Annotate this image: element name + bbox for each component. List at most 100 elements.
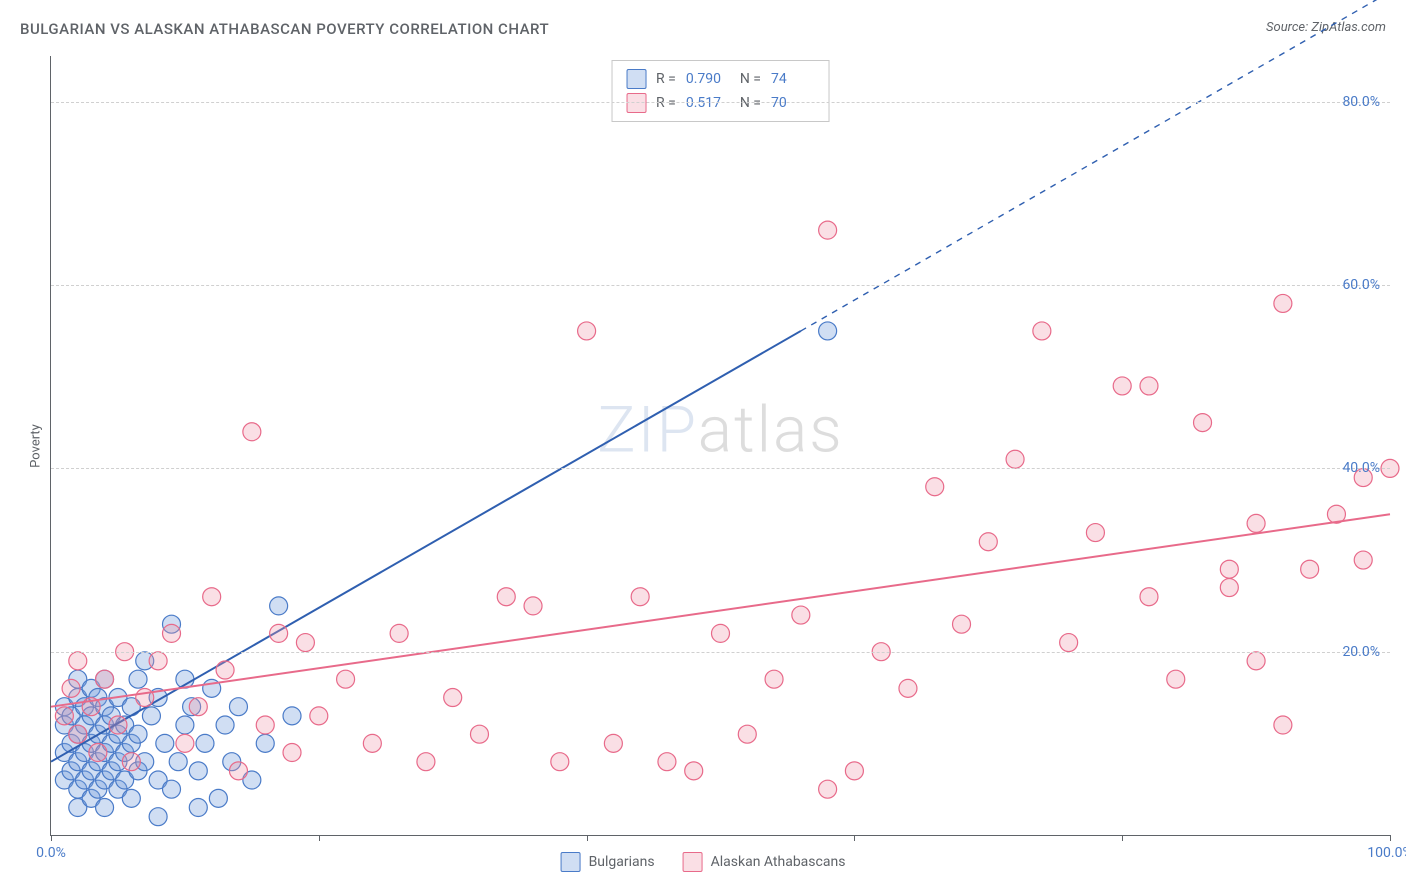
plot-svg <box>51 56 1390 835</box>
data-point <box>953 615 971 633</box>
data-point <box>136 689 154 707</box>
trend-line <box>51 514 1390 706</box>
x-tick <box>51 835 52 841</box>
data-point <box>189 698 207 716</box>
legend-swatch <box>683 852 703 872</box>
data-point <box>1060 634 1078 652</box>
data-point <box>189 799 207 817</box>
x-tick-label: 100.0% <box>1367 845 1406 861</box>
data-point <box>363 734 381 752</box>
data-point <box>470 725 488 743</box>
legend-label: Alaskan Athabascans <box>711 854 846 870</box>
y-tick-label: 40.0% <box>1342 460 1380 476</box>
data-point <box>256 716 274 734</box>
data-point <box>551 753 569 771</box>
data-point <box>658 753 676 771</box>
data-point <box>1220 579 1238 597</box>
data-point <box>196 734 214 752</box>
data-point <box>69 725 87 743</box>
legend-label: Bulgarians <box>589 854 655 870</box>
gridline <box>51 468 1390 469</box>
data-point <box>169 753 187 771</box>
data-point <box>1033 322 1051 340</box>
data-point <box>979 533 997 551</box>
y-tick-label: 80.0% <box>1342 94 1380 110</box>
data-point <box>1354 551 1372 569</box>
data-point <box>712 624 730 642</box>
data-point <box>122 789 140 807</box>
data-point <box>283 707 301 725</box>
data-point <box>1167 670 1185 688</box>
y-axis-label: Poverty <box>28 424 43 468</box>
data-point <box>89 744 107 762</box>
data-point <box>1194 414 1212 432</box>
data-point <box>1247 514 1265 532</box>
data-point <box>1140 588 1158 606</box>
data-point <box>819 322 837 340</box>
data-point <box>738 725 756 743</box>
data-point <box>765 670 783 688</box>
data-point <box>337 670 355 688</box>
y-tick-label: 60.0% <box>1342 277 1380 293</box>
data-point <box>203 588 221 606</box>
data-point <box>176 716 194 734</box>
data-point <box>270 597 288 615</box>
data-point <box>243 423 261 441</box>
data-point <box>96 670 114 688</box>
data-point <box>1301 560 1319 578</box>
data-point <box>1140 377 1158 395</box>
x-tick-label: 0.0% <box>36 845 66 861</box>
source-attribution: Source: ZipAtlas.com <box>1266 20 1386 35</box>
data-point <box>1113 377 1131 395</box>
data-point <box>176 734 194 752</box>
data-point <box>792 606 810 624</box>
data-point <box>631 588 649 606</box>
data-point <box>1006 450 1024 468</box>
data-point <box>819 780 837 798</box>
data-point <box>55 707 73 725</box>
data-point <box>578 322 596 340</box>
data-point <box>229 698 247 716</box>
data-point <box>444 689 462 707</box>
data-point <box>156 734 174 752</box>
legend-swatch <box>561 852 581 872</box>
data-point <box>1274 716 1292 734</box>
data-point <box>142 707 160 725</box>
x-tick <box>319 835 320 841</box>
data-point <box>270 624 288 642</box>
data-point <box>69 652 87 670</box>
data-point <box>149 652 167 670</box>
data-point <box>122 753 140 771</box>
data-point <box>283 744 301 762</box>
legend-item: Alaskan Athabascans <box>683 852 846 872</box>
gridline <box>51 285 1390 286</box>
data-point <box>149 808 167 826</box>
data-point <box>524 597 542 615</box>
data-point <box>417 753 435 771</box>
data-point <box>1220 560 1238 578</box>
data-point <box>310 707 328 725</box>
data-point <box>845 762 863 780</box>
data-point <box>209 789 227 807</box>
x-tick <box>1122 835 1123 841</box>
data-point <box>497 588 515 606</box>
data-point <box>229 762 247 780</box>
data-point <box>926 478 944 496</box>
data-point <box>1247 652 1265 670</box>
data-point <box>216 661 234 679</box>
data-point <box>390 624 408 642</box>
data-point <box>216 716 234 734</box>
data-point <box>296 634 314 652</box>
data-point <box>109 716 127 734</box>
data-point <box>129 725 147 743</box>
x-tick <box>1390 835 1391 841</box>
chart-title: BULGARIAN VS ALASKAN ATHABASCAN POVERTY … <box>20 20 549 38</box>
data-point <box>1086 524 1104 542</box>
data-point <box>129 670 147 688</box>
data-point <box>685 762 703 780</box>
legend-item: Bulgarians <box>561 852 655 872</box>
x-tick <box>587 835 588 841</box>
trend-line-extrapolated <box>801 0 1390 331</box>
data-point <box>256 734 274 752</box>
data-point <box>604 734 622 752</box>
